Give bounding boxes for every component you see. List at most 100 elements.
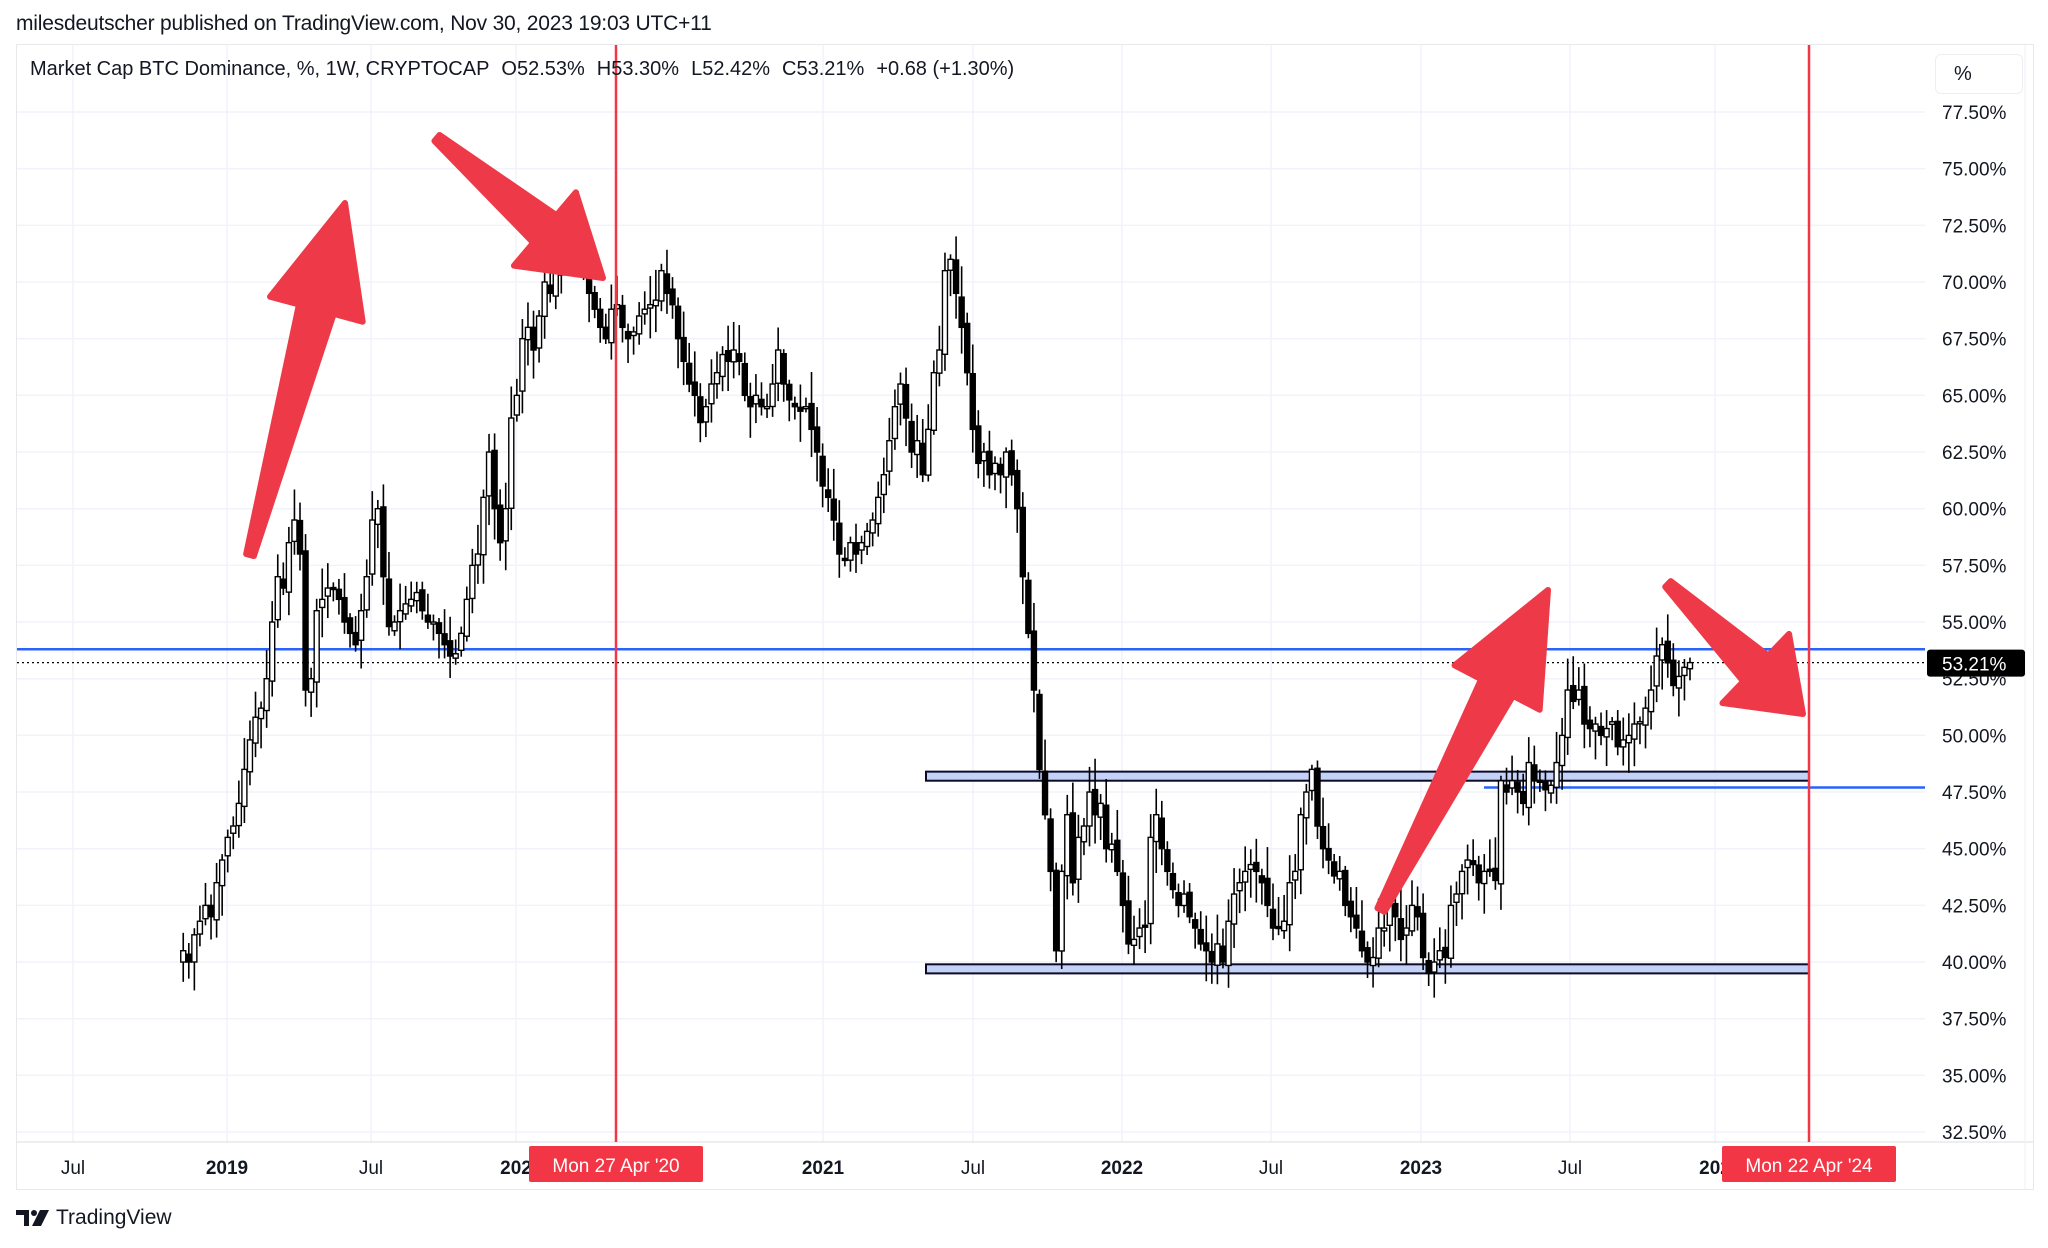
candle-up [713,371,721,385]
candle-down [352,631,359,646]
candle-up [257,707,265,720]
candle-up [241,768,248,808]
candle-down [758,398,765,408]
candle-up [1297,814,1305,871]
candle-down [1141,924,1149,928]
time-tick-label: 2023 [1400,1158,1442,1179]
time-tick-label: Jul [359,1158,383,1179]
candle-down [424,614,432,623]
percent-scale-button[interactable]: % [1935,54,2023,94]
candle-down [330,586,337,591]
date-tag [529,1146,703,1182]
candle-up [519,337,526,392]
candle-down [958,296,965,329]
candle-down [1114,839,1121,873]
publisher-line: milesdeutscher published on TradingView.… [16,12,712,35]
candle-up [858,541,865,551]
candle-up [502,507,509,542]
candle-down [997,463,1004,476]
annotation-arrows[interactable] [243,131,1806,915]
candle-up [230,825,237,834]
candle-down [1069,812,1077,884]
candle-up [1625,734,1633,744]
candle-up [1308,768,1316,792]
candle-up [1497,780,1505,885]
candle-up [925,428,932,476]
arrow-up-2023[interactable] [1374,587,1551,915]
candle-down [1519,790,1527,805]
candle-up [508,417,515,509]
time-tick-label: 2021 [802,1158,845,1179]
arrow-down-2024[interactable] [1662,578,1806,717]
candle-down [1469,860,1477,866]
candle-down [697,396,704,424]
candle-down [207,904,215,918]
candle-up [1575,689,1583,701]
price-axis[interactable]: 77.50% 75.00% 72.50% 70.00% 67.50% 65.00% 62.5… [1942,103,2007,1144]
date-tag-text: Mon 27 Apr '20 [552,1156,679,1177]
date-tag [1722,1146,1896,1182]
candle-down [1030,630,1038,691]
candle-down [1670,659,1677,687]
candle-up [708,383,715,405]
arrow-up-2019[interactable] [243,200,366,560]
candle-up [1636,721,1644,725]
candle-up [1286,882,1293,926]
candle-up [1080,825,1088,843]
legend-change: +0.68 (+1.30%) [876,58,1015,80]
candle-down [964,322,971,374]
candle-down [836,522,843,555]
candle-up [730,349,737,363]
candle-up [941,269,949,355]
tradingview-logo[interactable]: TradingView [16,1206,172,1230]
date-tag-text: Mon 22 Apr '24 [1745,1156,1873,1177]
candle-up [463,598,470,637]
candle-down [825,489,832,499]
candle-up [1564,689,1571,739]
arrow-down-2020[interactable] [431,131,606,281]
candle-up [369,519,376,575]
candle-up [1647,689,1655,713]
chart-legend: Market Cap BTC Dominance, %, 1W, CRYPTOC… [30,58,1026,81]
candle-down [1119,872,1127,907]
candle-down [736,353,743,363]
candle-down [741,362,748,397]
candle-down [185,953,193,963]
time-tick-label: Jul [1259,1158,1283,1179]
tradingview-mark-icon [16,1210,49,1226]
candle-up [263,678,270,712]
candle-down [302,550,309,691]
candle-up [608,308,615,344]
candle-up [658,269,665,302]
candle-up [936,349,943,374]
candle-down [1392,902,1399,918]
candle-up [1108,843,1115,851]
range-box[interactable] [925,770,1810,782]
candle-down [496,504,504,544]
candle-up [1230,893,1238,925]
candle-up [218,859,226,887]
candle-down [1014,469,1021,510]
candle-down [1208,950,1216,963]
price-tick-label: 42.50% [1942,896,2007,917]
candle-down [491,449,498,510]
candle-down [1047,818,1054,873]
price-tick-label: 57.50% [1942,556,2007,577]
candle-down [1514,781,1521,793]
candle-up [1086,791,1093,827]
vertical-date-lines[interactable] [614,45,1811,1142]
candle-down [669,288,676,306]
legend-open: O52.53% [501,58,585,80]
candle-down [1342,869,1349,907]
candle-up [480,496,487,556]
candle-down [1036,693,1043,771]
candle-down [624,330,632,340]
price-tick-label: 75.00% [1942,160,2007,181]
candle-up [1075,836,1082,880]
price-tick-label: 35.00% [1942,1066,2007,1087]
candle-up [1225,920,1232,967]
candle-down [969,373,976,431]
candle-down [1503,784,1510,793]
time-axis[interactable]: Jul 2019 Jul 202 2021 Jul 2022 Jul 2023 Jul 202 [61,1158,1731,1179]
